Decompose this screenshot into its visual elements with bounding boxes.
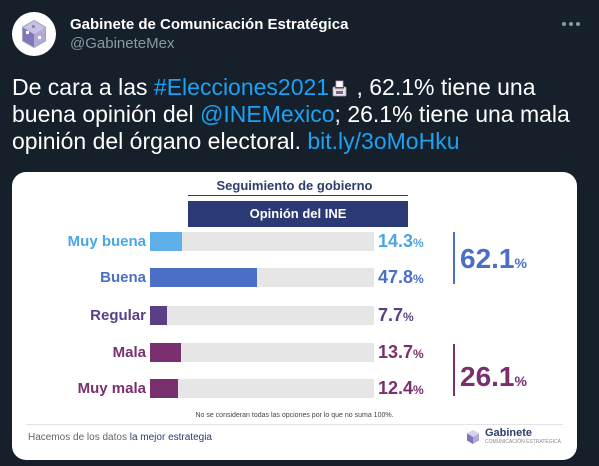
footer-emphasis: la mejor estrategia (129, 432, 212, 443)
positive-bracket (453, 232, 455, 284)
subtitle-rule (188, 195, 408, 196)
positive-total: 62.1% (460, 243, 527, 275)
value-number: 14.3 (378, 231, 414, 251)
brand-subtitle: COMUNICACIÓN ESTRATÉGICA (484, 439, 561, 445)
hashtag-link[interactable]: #Elecciones2021 (153, 74, 330, 100)
bar-track (150, 306, 374, 325)
url-link[interactable]: bit.ly/3oMoHku (307, 128, 460, 154)
value-number: 12.4 (378, 378, 414, 398)
brand-cube-icon (466, 429, 479, 444)
value-number: 47.8 (378, 267, 414, 287)
bar-track (150, 232, 374, 251)
negative-total: 26.1% (460, 361, 527, 393)
tweet-text: De cara a las #Elecciones2021 , 62.1% ti… (12, 74, 582, 155)
bar (150, 268, 258, 287)
bar (150, 343, 181, 362)
value-label: 47.8% (378, 267, 424, 288)
value-unit: % (413, 347, 424, 361)
category-label: Muy mala (77, 380, 146, 397)
bar-track (150, 379, 374, 398)
value-unit: % (413, 383, 424, 397)
chart-footnote: No se consideran todas las opciones por … (195, 412, 394, 419)
tweet-text-part-1: De cara a las (12, 74, 154, 100)
negative-total-value: 26.1 (460, 361, 515, 392)
bar (150, 232, 183, 251)
bar-track (150, 343, 374, 362)
ballot-box-icon (332, 80, 347, 97)
chart-image-card[interactable]: Seguimiento de gobierno Opinión del INE … (12, 172, 577, 460)
chart-subtitle: Opinión del INE (188, 201, 408, 227)
value-label: 13.7% (378, 342, 424, 363)
brand-logo: Gabinete COMUNICACIÓN ESTRATÉGICA (465, 428, 561, 445)
value-number: 13.7 (378, 342, 414, 362)
category-label: Muy buena (67, 233, 146, 250)
tweet-header: Gabinete de Comunicación Estratégica @Ga… (12, 12, 587, 56)
bar (150, 306, 168, 325)
value-unit: % (413, 272, 424, 286)
category-label: Regular (90, 307, 146, 324)
value-label: 12.4% (378, 378, 424, 399)
positive-total-unit: % (514, 255, 527, 271)
negative-total-unit: % (514, 373, 527, 389)
display-name[interactable]: Gabinete de Comunicación Estratégica (70, 16, 349, 33)
value-label: 14.3% (378, 231, 424, 252)
brand-name: Gabinete (484, 427, 533, 439)
mention-link[interactable]: @INEMexico (200, 101, 335, 127)
footer-prefix: Hacemos de los datos (28, 432, 130, 443)
more-options-icon[interactable] (559, 12, 583, 36)
bar (150, 379, 178, 398)
avatar[interactable] (12, 12, 56, 56)
value-unit: % (413, 236, 424, 250)
footer-divider (26, 424, 563, 425)
chart-title: Seguimiento de gobierno (216, 178, 373, 193)
value-number: 7.7 (378, 305, 404, 325)
negative-bracket (453, 344, 455, 396)
category-label: Buena (100, 269, 146, 286)
value-unit: % (403, 310, 414, 324)
tweet-text-part-3: ; 26.1% tiene una mala opinión del órgan… (12, 101, 570, 154)
positive-total-value: 62.1 (460, 243, 515, 274)
user-handle[interactable]: @GabineteMex (70, 35, 175, 52)
footer-tagline: Hacemos de los datos la mejor estrategia (28, 432, 212, 443)
value-label: 7.7% (378, 305, 414, 326)
category-label: Mala (112, 344, 146, 361)
gabinete-logo-icon (22, 19, 46, 49)
tweet-text-part-2: , 62.1% tiene una buena opinión del (12, 74, 536, 127)
